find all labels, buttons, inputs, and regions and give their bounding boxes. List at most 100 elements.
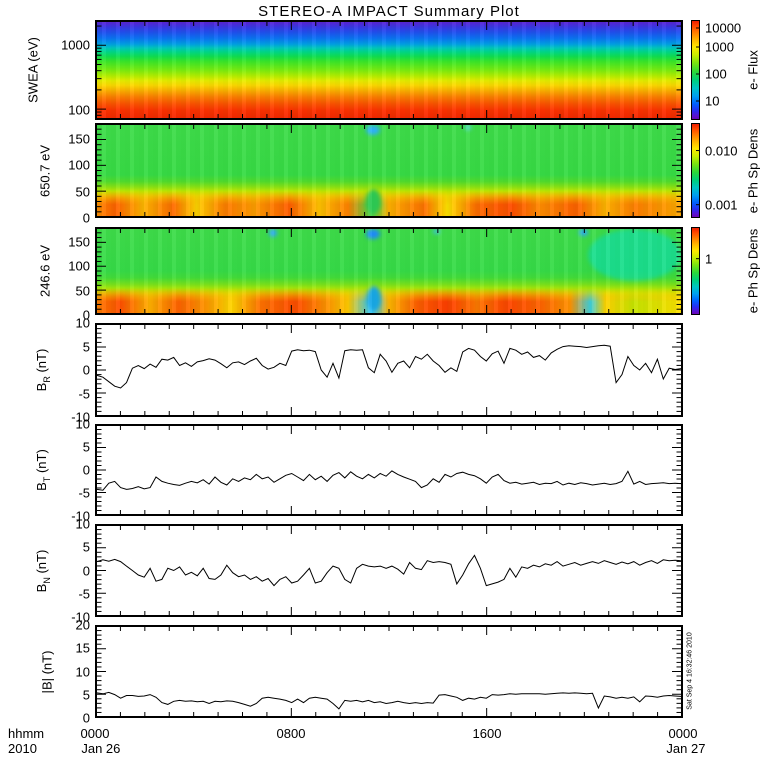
colorbar-tick-label: 0.001	[705, 197, 738, 213]
spectrogram-bottom-band	[97, 287, 681, 313]
colorbar-tick-label: 1	[705, 251, 713, 267]
axes-frame	[95, 123, 683, 218]
y-axis-label: BT (nT)	[34, 449, 52, 491]
spectrogram-feature	[365, 188, 381, 215]
spectrogram-feature	[365, 125, 380, 135]
y-tick-label: 10	[75, 416, 90, 432]
y-tick-label: 5	[82, 539, 90, 555]
y-tick-label: 100	[68, 258, 90, 274]
creation-timestamp: Sat Sep 4 16:32:46 2010	[686, 632, 694, 710]
y-tick-label: 0	[82, 462, 90, 478]
spectrogram-feature	[587, 229, 681, 282]
data-trace	[96, 691, 682, 710]
y-tick-label: 100	[68, 102, 90, 118]
spectrogram-feature	[432, 229, 440, 235]
spectrogram-feature	[578, 229, 589, 236]
spectrogram-image	[97, 229, 681, 313]
panel-swea-spectrogram: 1000 100 SWEA (eV)	[26, 20, 683, 120]
axes-frame	[95, 424, 683, 516]
y-tick-label: 5	[82, 439, 90, 455]
spectrogram-image	[97, 22, 681, 118]
spectrogram-streaks	[97, 22, 681, 118]
y-axis-label-text: R	[41, 376, 52, 383]
y-axis-label: |B| (nT)	[40, 650, 55, 693]
data-trace	[96, 344, 682, 389]
colorbar-frame	[691, 227, 700, 315]
x-tick-label: 0000	[668, 726, 698, 741]
spectrogram-feature	[464, 125, 471, 130]
y-axis-label-text: B	[34, 382, 50, 392]
panel-246-spectrogram: 150 100 50 0 246.6 eV	[38, 227, 683, 323]
y-tick-label: 5	[82, 339, 90, 354]
y-axis-label-text: |B| (nT)	[39, 650, 55, 693]
x-tick-label: 0800	[276, 726, 306, 741]
y-tick-label: 50	[75, 283, 90, 299]
panel-bt-line: 10 5 0 -5 -10 BT (nT)	[34, 417, 683, 524]
y-tick-label: 0	[82, 307, 90, 323]
y-tick-label: 1000	[61, 37, 90, 53]
y-axis-label: BR (nT)	[34, 349, 52, 392]
y-tick-label: 50	[75, 184, 90, 200]
spectrogram-feature	[366, 286, 381, 312]
colorbar-title: e- Flux	[745, 50, 761, 90]
y-axis-label-text: B	[34, 583, 50, 592]
y-tick-label: 0	[82, 362, 90, 378]
spectrogram-feature	[269, 229, 278, 237]
y-axis-label-text: (nT)	[34, 549, 50, 577]
colorbar-eflux: 10000 1000 100 10 e- Flux	[691, 20, 761, 120]
colorbar-title: e- Ph Sp Dens	[745, 128, 761, 213]
y-tick-label: 0	[82, 563, 90, 578]
y-tick-label: -10	[71, 609, 90, 625]
colorbar-phspdens-246: 1 e- Ph Sp Dens	[691, 227, 761, 315]
y-axis-label-text: SWEA (eV)	[25, 37, 41, 103]
spectrogram-streaks	[97, 125, 681, 216]
x-tick-label: 1600	[472, 726, 502, 741]
spectrogram-feature	[365, 229, 380, 240]
y-tick-label: 0	[82, 210, 90, 226]
colorbar-tick-label: 100	[705, 66, 727, 82]
axes-frame	[95, 524, 683, 617]
y-tick-label: 10	[75, 315, 90, 331]
axes-frame	[95, 625, 683, 718]
spectrogram-image	[97, 125, 681, 216]
panel-bn-line: 10 5 0 -5 -10 BN (nT)	[34, 517, 683, 625]
y-tick-label: 150	[68, 131, 90, 147]
y-axis-label-text: B	[34, 482, 50, 491]
date-start-label: Jan 26	[81, 741, 121, 756]
colorbar-frame	[691, 123, 700, 218]
y-axis-label-text: 650.7 eV	[37, 144, 53, 197]
spectrogram-streaks	[97, 229, 681, 313]
x-tick-label: 0000	[80, 726, 110, 741]
axes-frame	[95, 323, 683, 417]
colorbar-tick-label: 10000	[705, 20, 742, 36]
y-axis-label: 246.6 eV	[38, 245, 53, 297]
y-tick-label: -10	[71, 508, 90, 524]
x-axis-footer: 0000 0800 1600 0000 Jan 26 Jan 27	[81, 726, 706, 766]
data-trace	[96, 554, 682, 587]
x-axis-units-label: hhmm	[8, 726, 45, 741]
y-axis-label: SWEA (eV)	[26, 37, 41, 103]
data-trace	[96, 470, 682, 491]
y-tick-label: -5	[78, 586, 90, 602]
panel-br-line: 10 5 0 -5 -10 BR (nT)	[34, 316, 683, 425]
plot-title: STEREO-A IMPACT Summary Plot	[258, 3, 520, 20]
colorbar-tick-label: 1000	[705, 39, 734, 55]
y-tick-label: 10	[75, 664, 90, 679]
axes-frame	[95, 227, 683, 315]
colorbar-tick-label: 10	[705, 93, 720, 109]
y-axis-label-text: (nT)	[34, 449, 50, 477]
y-axis-label: 650.7 eV	[38, 144, 53, 196]
y-tick-label: 100	[68, 157, 90, 173]
y-tick-label: -5	[78, 386, 90, 401]
y-tick-label: 15	[75, 640, 90, 656]
date-end-label: Jan 27	[666, 741, 706, 756]
y-tick-label: 0	[82, 710, 90, 726]
spectrogram-bottom-band	[97, 191, 681, 216]
y-axis-label-text: 246.6 eV	[37, 244, 53, 298]
colorbar-tick-label: 0.010	[705, 143, 738, 159]
colorbar-phspdens-650: 0.010 0.001 e- Ph Sp Dens	[691, 123, 761, 218]
axes-frame	[95, 20, 683, 120]
y-axis-label-text: (nT)	[34, 348, 50, 377]
y-tick-label: 10	[75, 516, 90, 532]
